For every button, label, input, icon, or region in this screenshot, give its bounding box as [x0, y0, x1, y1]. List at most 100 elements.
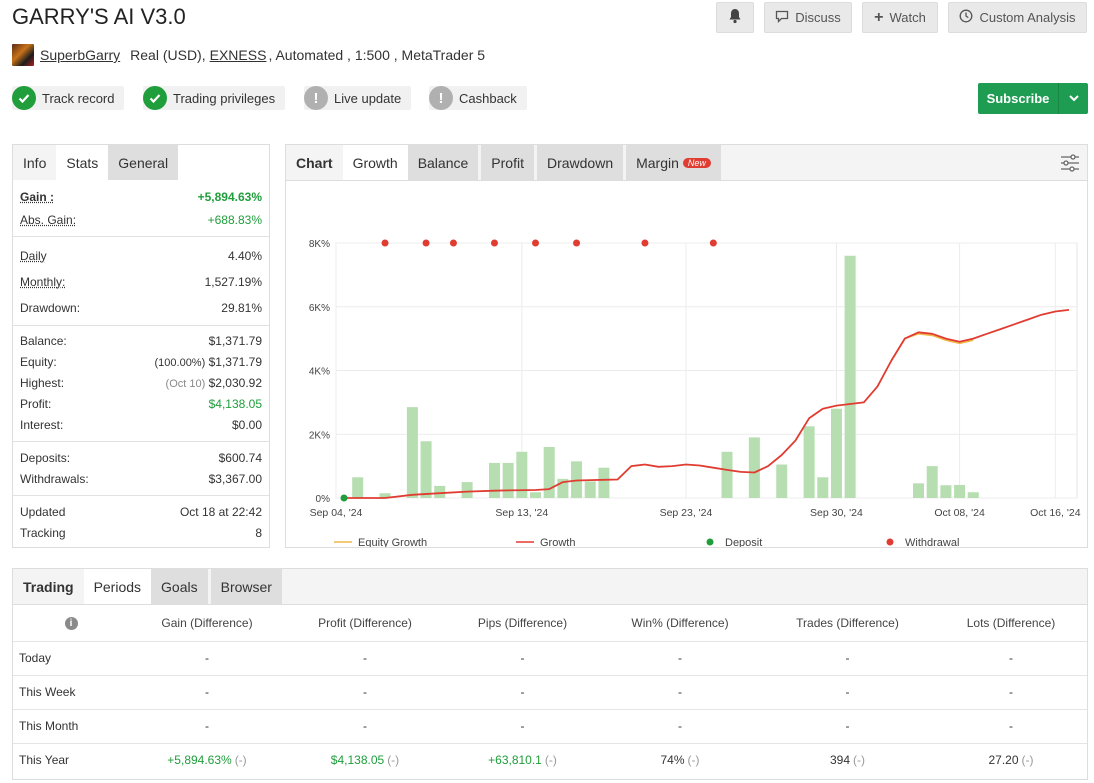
withdrawal-point — [449, 239, 457, 247]
column-header: Profit (Difference) — [318, 615, 412, 630]
tab-balance[interactable]: Balance — [407, 145, 479, 180]
table-cell: - — [760, 708, 935, 743]
monthly-label[interactable]: Monthly: — [20, 275, 66, 289]
cell-value: +63,810.1 — [488, 753, 542, 768]
bar — [557, 478, 569, 498]
tab-info[interactable]: Info — [13, 145, 57, 180]
tab-goals[interactable]: Goals — [151, 569, 208, 604]
bar — [488, 462, 500, 498]
equity-percent: (100.00%) — [154, 356, 206, 369]
growth-chart[interactable]: 0% 2K% 4K% 6K% 8K% Sep 04, '24 Sep 13, '24 Sep … — [286, 181, 1087, 549]
withdrawal-point — [532, 239, 540, 247]
table-cell: - — [285, 674, 445, 709]
withdrawal-point — [422, 239, 430, 247]
x-tick-label: Sep 04, '24 — [310, 507, 363, 519]
withdrawal-point — [573, 239, 581, 247]
table-cell: - — [129, 708, 285, 743]
tab-general[interactable]: General — [108, 145, 179, 180]
table-cell: - — [760, 640, 935, 675]
bar — [420, 441, 432, 498]
tab-profit[interactable]: Profit — [481, 145, 534, 180]
avatar[interactable] — [12, 44, 34, 66]
cell-value: - — [363, 651, 367, 665]
gain-label[interactable]: Gain : — [20, 189, 55, 204]
page-title: GARRY'S AI V3.0 — [12, 4, 186, 29]
check-icon — [12, 86, 36, 110]
chart-panel: Chart Growth Balance Profit Drawdown Mar… — [285, 144, 1088, 549]
trading-privileges-badge[interactable]: Trading privileges — [143, 86, 286, 110]
equity-label: Equity: — [20, 354, 57, 369]
settings-sliders-icon[interactable] — [1053, 145, 1087, 180]
bar — [803, 426, 815, 498]
tab-browser[interactable]: Browser — [210, 569, 282, 604]
cashback-badge[interactable]: ! Cashback — [429, 86, 527, 110]
x-tick-label: Sep 13, '24 — [495, 507, 548, 519]
track-record-badge[interactable]: Track record — [12, 86, 125, 110]
info-icon[interactable]: i — [13, 605, 129, 641]
owner-link[interactable]: SuperbGarry — [40, 47, 121, 63]
tab-drawdown[interactable]: Drawdown — [536, 145, 624, 180]
bar — [543, 447, 555, 498]
cell-value: - — [1009, 719, 1013, 733]
equity-value: $1,371.79 — [208, 354, 262, 369]
watch-button[interactable]: + Watch — [862, 2, 938, 33]
cell-difference: (-) — [1021, 753, 1034, 768]
notifications-button[interactable] — [716, 2, 754, 33]
bar — [434, 485, 446, 498]
cell-value: - — [678, 651, 682, 665]
table-cell: +5,894.63% (-) — [129, 742, 285, 777]
broker-link[interactable]: EXNESS — [209, 47, 267, 63]
deposits-value: $600.74 — [218, 450, 262, 465]
table-cell: - — [935, 640, 1087, 675]
tab-periods[interactable]: Periods — [83, 569, 152, 604]
monthly-value: 1,527.19% — [204, 275, 262, 289]
table-cell: 74% (-) — [600, 742, 760, 777]
column-header: Pips (Difference) — [477, 615, 568, 630]
column-header: Lots (Difference) — [966, 615, 1056, 630]
table-cell: - — [285, 640, 445, 675]
table-cell: - — [445, 674, 600, 709]
chevron-down-icon[interactable] — [1058, 83, 1088, 114]
deposit-point — [340, 494, 348, 502]
table-row: This Year +5,894.63% (-) $4,138.05 (-) +63,81… — [13, 742, 1087, 777]
legend-label: Equity Growth — [358, 537, 427, 547]
cell-value: - — [520, 651, 525, 665]
bar — [406, 407, 418, 498]
cell-value: - — [1009, 651, 1013, 665]
cell-value: $4,138.05 — [330, 753, 385, 768]
account-details: , Automated , 1:500 , MetaTrader 5 — [268, 47, 486, 63]
tab-margin[interactable]: Margin New — [626, 145, 721, 180]
abs-gain-label[interactable]: Abs. Gain: — [20, 212, 77, 227]
bar — [530, 492, 542, 498]
cell-value: - — [1009, 685, 1013, 699]
tab-growth[interactable]: Growth — [342, 145, 408, 180]
bar — [926, 466, 938, 498]
cell-value: - — [205, 651, 209, 665]
x-tick-label: Sep 30, '24 — [810, 507, 863, 519]
cell-value: - — [205, 719, 209, 733]
tab-stats[interactable]: Stats — [56, 145, 109, 180]
legend-marker — [706, 538, 714, 546]
cell-difference: (-) — [687, 753, 700, 768]
bar — [516, 451, 528, 498]
table-cell: - — [129, 674, 285, 709]
live-update-badge[interactable]: ! Live update — [304, 86, 412, 110]
tracking-label: Tracking — [20, 525, 66, 540]
y-tick-label: 8K% — [309, 239, 330, 250]
table-cell: 27.20 (-) — [935, 742, 1087, 777]
bar — [913, 483, 925, 498]
subscribe-button[interactable]: Subscribe — [978, 83, 1088, 114]
discuss-button[interactable]: Discuss — [764, 2, 852, 33]
y-tick-label: 0% — [316, 494, 331, 505]
withdrawals-value: $3,367.00 — [208, 471, 262, 486]
series-line-growth — [344, 309, 1070, 499]
withdrawal-point — [709, 239, 717, 247]
bar — [352, 477, 364, 498]
interest-value: $0.00 — [231, 417, 262, 432]
table-cell: - — [760, 674, 935, 709]
x-tick-label: Oct 08, '24 — [934, 507, 985, 519]
cell-difference: (-) — [387, 753, 400, 768]
x-tick-label: Sep 23, '24 — [660, 507, 713, 519]
daily-label[interactable]: Daily — [20, 249, 47, 263]
custom-analysis-button[interactable]: Custom Analysis — [948, 2, 1087, 33]
